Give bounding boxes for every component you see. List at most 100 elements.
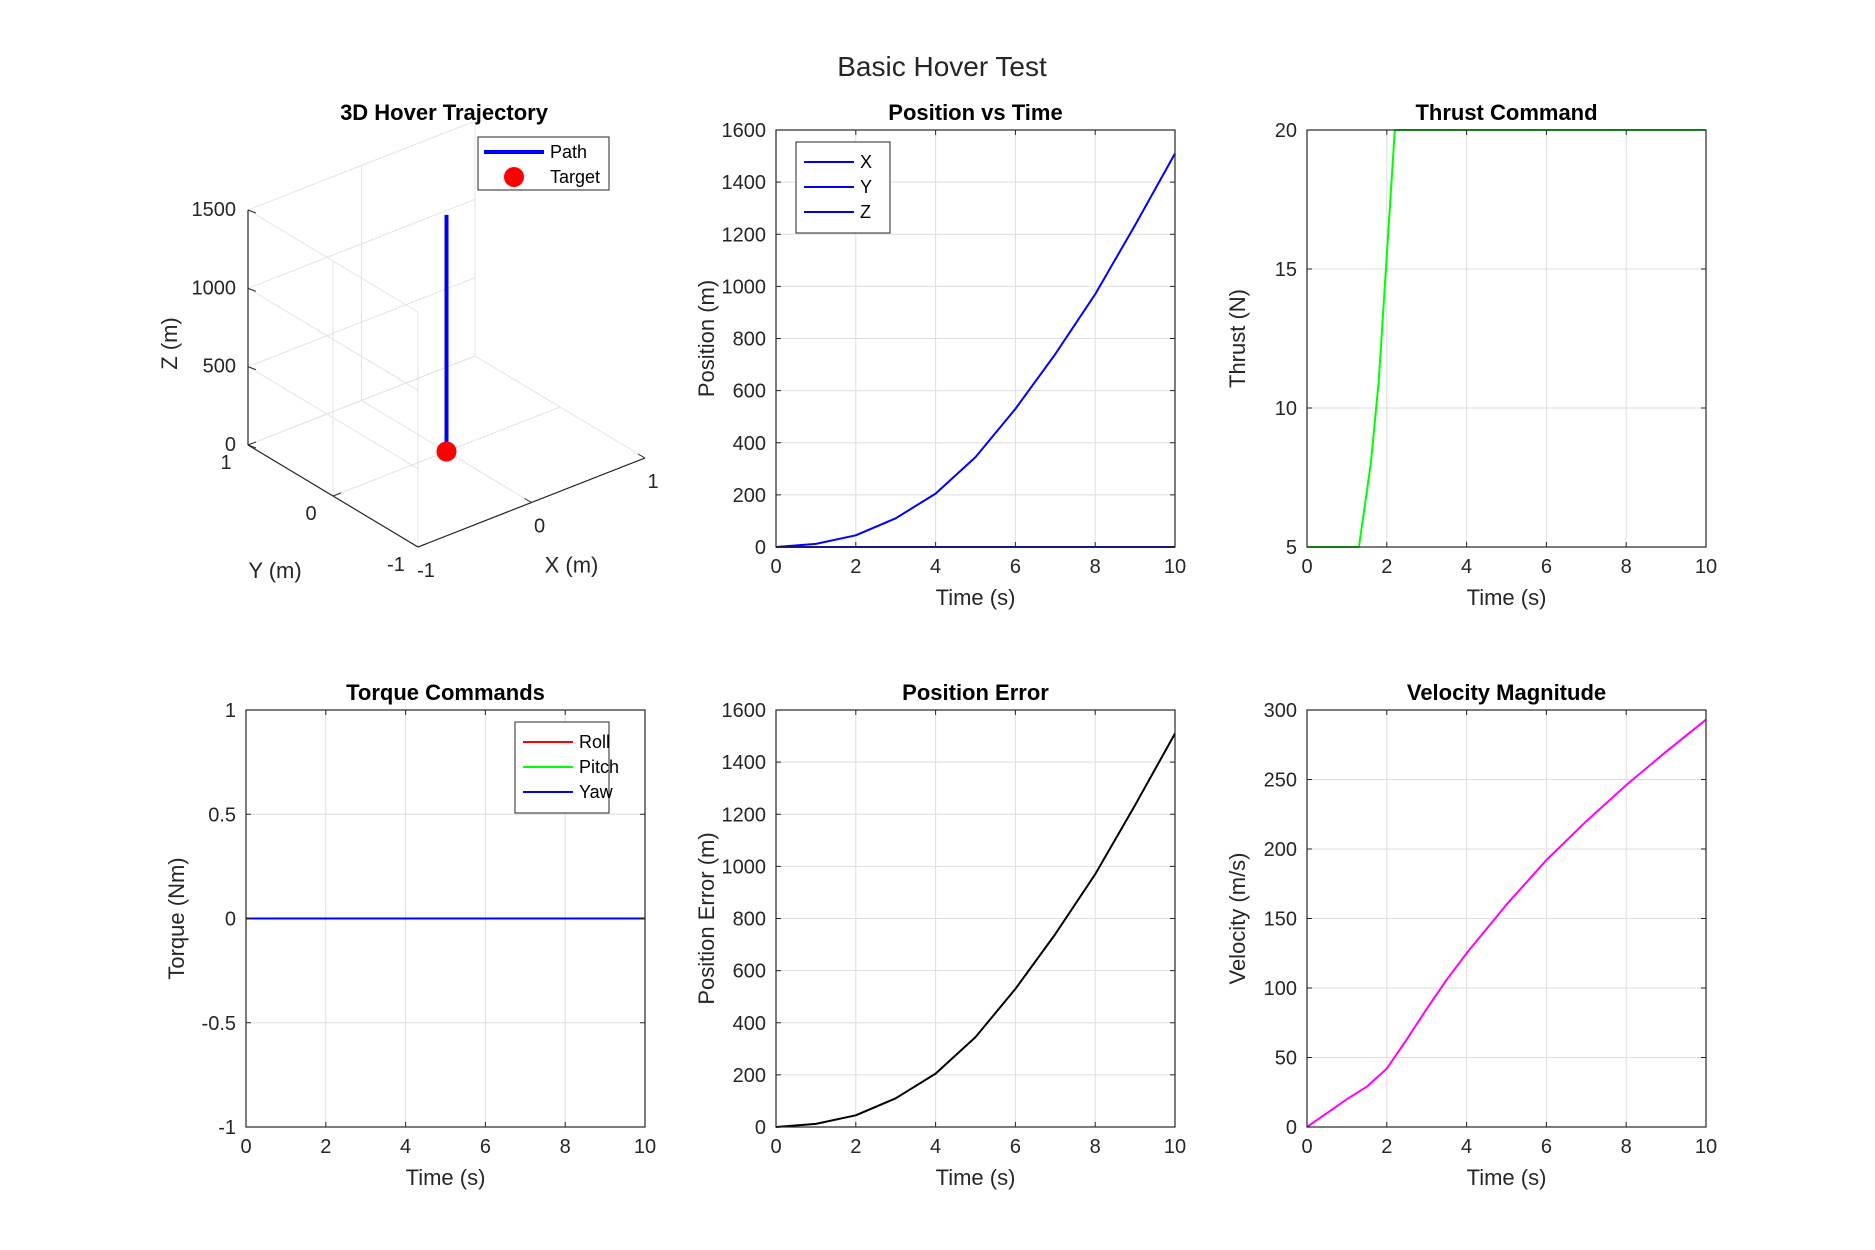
traj3d-ztick-mark: [247, 366, 257, 371]
vel-xtick-label: 8: [1621, 1136, 1632, 1158]
torque-ytick-label: 0: [225, 909, 236, 931]
vel-xtick-label: 2: [1381, 1136, 1392, 1158]
perr-ytick-label: 0: [755, 1117, 766, 1139]
perr-xtick-label: 0: [770, 1136, 781, 1158]
pos-xtick-label: 2: [850, 556, 861, 578]
traj3d-xtick-label: 0: [534, 516, 545, 538]
traj3d-legend-label-path: Path: [550, 142, 587, 162]
traj3d-grid-backwall-z: [247, 355, 476, 446]
vel-ylabel: Velocity (m/s): [1225, 852, 1250, 984]
vel-xtick-label: 4: [1461, 1136, 1472, 1158]
perr-axes: 0 2 4 6 8 10 0 200 400 600 800 1000 1200 1400 1600 Posi…: [694, 680, 1186, 1190]
torque-xtick-label: 4: [400, 1136, 411, 1158]
traj3d-ytick-label: 1: [220, 452, 231, 474]
vel-series-0: [1306, 718, 1707, 1128]
perr-xtick-label: 8: [1090, 1136, 1101, 1158]
traj3d-target-marker: [436, 441, 457, 462]
pos-xtick-label: 4: [930, 556, 941, 578]
perr-xtick-label: 6: [1010, 1136, 1021, 1158]
torque-xtick-label: 6: [480, 1136, 491, 1158]
thrust-xtick-label: 6: [1541, 556, 1552, 578]
pos-xlabel: Time (s): [936, 585, 1016, 610]
pos-ytick-label: 0: [755, 537, 766, 559]
thrust-xtick-label: 0: [1301, 556, 1312, 578]
traj3d-ylabel: Y (m): [248, 558, 301, 583]
traj3d-xtick-mark: [524, 498, 532, 503]
perr-series-0: [775, 733, 1176, 1128]
thrust-xtick-label: 10: [1695, 556, 1717, 578]
vel-xlabel: Time (s): [1467, 1165, 1547, 1190]
traj3d-grid-sidewall-z: [247, 366, 419, 470]
vel-xtick-label: 10: [1695, 1136, 1717, 1158]
thrust-xtick-label: 2: [1381, 556, 1392, 578]
torque-legend-label-yaw: Yaw: [579, 782, 614, 802]
traj3d-ztick-label: 500: [203, 356, 236, 378]
pos-legend-label-z: Z: [860, 202, 871, 222]
torque-ytick-label: -0.5: [202, 1013, 236, 1035]
pos-ytick-label: 400: [733, 433, 766, 455]
torque-legend: Roll Pitch Yaw: [514, 721, 619, 814]
thrust-xtick-label: 4: [1461, 556, 1472, 578]
thrust-xlabel: Time (s): [1467, 585, 1547, 610]
traj3d-grid-sidewall-z: [247, 287, 419, 391]
pos-title: Position vs Time: [888, 100, 1062, 125]
pos-legend-label-y: Y: [860, 177, 872, 197]
vel-title: Velocity Magnitude: [1407, 680, 1606, 705]
perr-ytick-label: 400: [733, 1013, 766, 1035]
pos-legend: XYZ: [795, 141, 891, 234]
traj3d-ytick-mark: [247, 441, 257, 446]
pos-ytick-label: 1400: [722, 172, 767, 194]
pos-xtick-label: 6: [1010, 556, 1021, 578]
perr-ylabel: Position Error (m): [694, 832, 719, 1004]
traj3d-ytick-mark: [417, 543, 427, 548]
traj3d-xlabel: X (m): [545, 553, 599, 578]
traj3d-grid-backwall-z: [247, 277, 476, 368]
vel-xtick-label: 0: [1301, 1136, 1312, 1158]
thrust-ytick-label: 20: [1275, 120, 1297, 142]
thrust-xtick-label: 8: [1621, 556, 1632, 578]
vel-ytick-label: 50: [1275, 1048, 1297, 1070]
torque-axes: 0 2 4 6 8 10 -1 -0.5 0 0.5 1 Torque Commands Time (s…: [164, 680, 656, 1190]
pos-series-z: [775, 153, 1176, 548]
torque-xlabel: Time (s): [406, 1165, 486, 1190]
perr-ytick-label: 1000: [722, 856, 767, 878]
traj3d-title: 3D Hover Trajectory: [340, 100, 549, 125]
perr-title: Position Error: [902, 680, 1049, 705]
traj3d-legend-swatch-target: [504, 167, 524, 187]
perr-ytick-label: 1400: [722, 752, 767, 774]
pos-ytick-label: 600: [733, 381, 766, 403]
torque-ytick-label: 1: [225, 700, 236, 722]
thrust-ytick-label: 10: [1275, 398, 1297, 420]
pos-ytick-label: 1200: [722, 224, 767, 246]
torque-xtick-label: 2: [320, 1136, 331, 1158]
traj3d-ztick-mark: [247, 209, 257, 214]
pos-ytick-label: 1000: [722, 276, 767, 298]
perr-xtick-label: 10: [1164, 1136, 1186, 1158]
thrust-axes: 0 2 4 6 8 10 5 10 15 20 Thrust Command Time (s) Thru…: [1225, 100, 1717, 610]
torque-xtick-label: 0: [240, 1136, 251, 1158]
traj3d-grid-sidewall-z: [247, 209, 419, 313]
time-series-plots: 0 2 4 6 8 1002004006008001000120014001600Posi…: [164, 100, 1717, 1190]
traj3d-legend-label-target: Target: [550, 167, 600, 187]
pos-xtick-label: 0: [770, 556, 781, 578]
vel-xtick-label: 6: [1541, 1136, 1552, 1158]
thrust-ytick-label: 15: [1275, 259, 1297, 281]
pos-ytick-label: 1600: [722, 120, 767, 142]
thrust-ytick-label: 5: [1286, 537, 1297, 559]
vel-ytick-label: 300: [1264, 700, 1297, 722]
traj3d-xtick-mark: [637, 453, 646, 459]
traj3d-ztick-label: 0: [225, 434, 236, 456]
thrust-title: Thrust Command: [1415, 100, 1597, 125]
perr-ytick-label: 600: [733, 961, 766, 983]
perr-ytick-label: 200: [733, 1065, 766, 1087]
vel-ytick-label: 100: [1264, 978, 1297, 1000]
perr-xtick-label: 4: [930, 1136, 941, 1158]
pos-ytick-label: 200: [733, 485, 766, 507]
perr-xlabel: Time (s): [936, 1165, 1016, 1190]
pos-ylabel: Position (m): [694, 280, 719, 397]
traj3d-legend: Path Target: [477, 136, 610, 191]
vel-ytick-label: 150: [1264, 909, 1297, 931]
